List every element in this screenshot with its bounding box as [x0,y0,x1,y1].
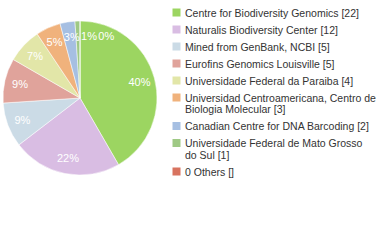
data-label: 0% [98,30,114,42]
legend-swatch [172,25,181,34]
legend-swatch [172,93,181,102]
legend-label: Eurofins Genomics Louisville [5] [185,58,334,70]
legend: Centre for Biodiversity Genomics [22] Nat… [172,7,376,178]
legend-label: 0 Others [] [185,166,234,178]
data-labels: 40% 22% 9% 9% 7% 5%3%1%0% [12,30,151,164]
data-label: 3% [64,31,80,43]
legend-label: Universidad Centroamericana, Centro deBi… [185,92,376,116]
legend-swatch [172,42,181,51]
legend-label: Centre for Biodiversity Genomics [22] [185,7,359,19]
legend-label: Mined from GenBank, NCBI [5] [185,41,330,53]
pie-slice [3,98,80,145]
pie-slice [60,21,80,98]
legend-label: Universidade Federal da Paraiba [4] [185,75,353,87]
data-label: 22% [57,152,79,164]
legend-label: Naturalis Biodiversity Center [12] [185,24,338,36]
data-label: 40% [128,76,150,88]
data-label: 9% [12,78,28,90]
data-label: 1% [81,30,97,42]
data-label: 7% [27,50,43,62]
legend-swatch [172,139,181,148]
legend-label: Universidade Federal de Mato Grossodo Su… [185,137,363,161]
legend-label: Canadian Centre for DNA Barcoding [2] [185,120,369,132]
legend-swatch [172,59,181,68]
chart: 40% 22% 9% 9% 7% 5%3%1%0% Centre for Biodivers… [0,0,380,240]
legend-swatch [172,167,181,176]
legend-swatch [172,122,181,131]
data-label: 5% [47,36,63,48]
pie [3,21,157,175]
data-label: 9% [14,114,30,126]
legend-swatch [172,8,181,17]
legend-swatch [172,76,181,85]
